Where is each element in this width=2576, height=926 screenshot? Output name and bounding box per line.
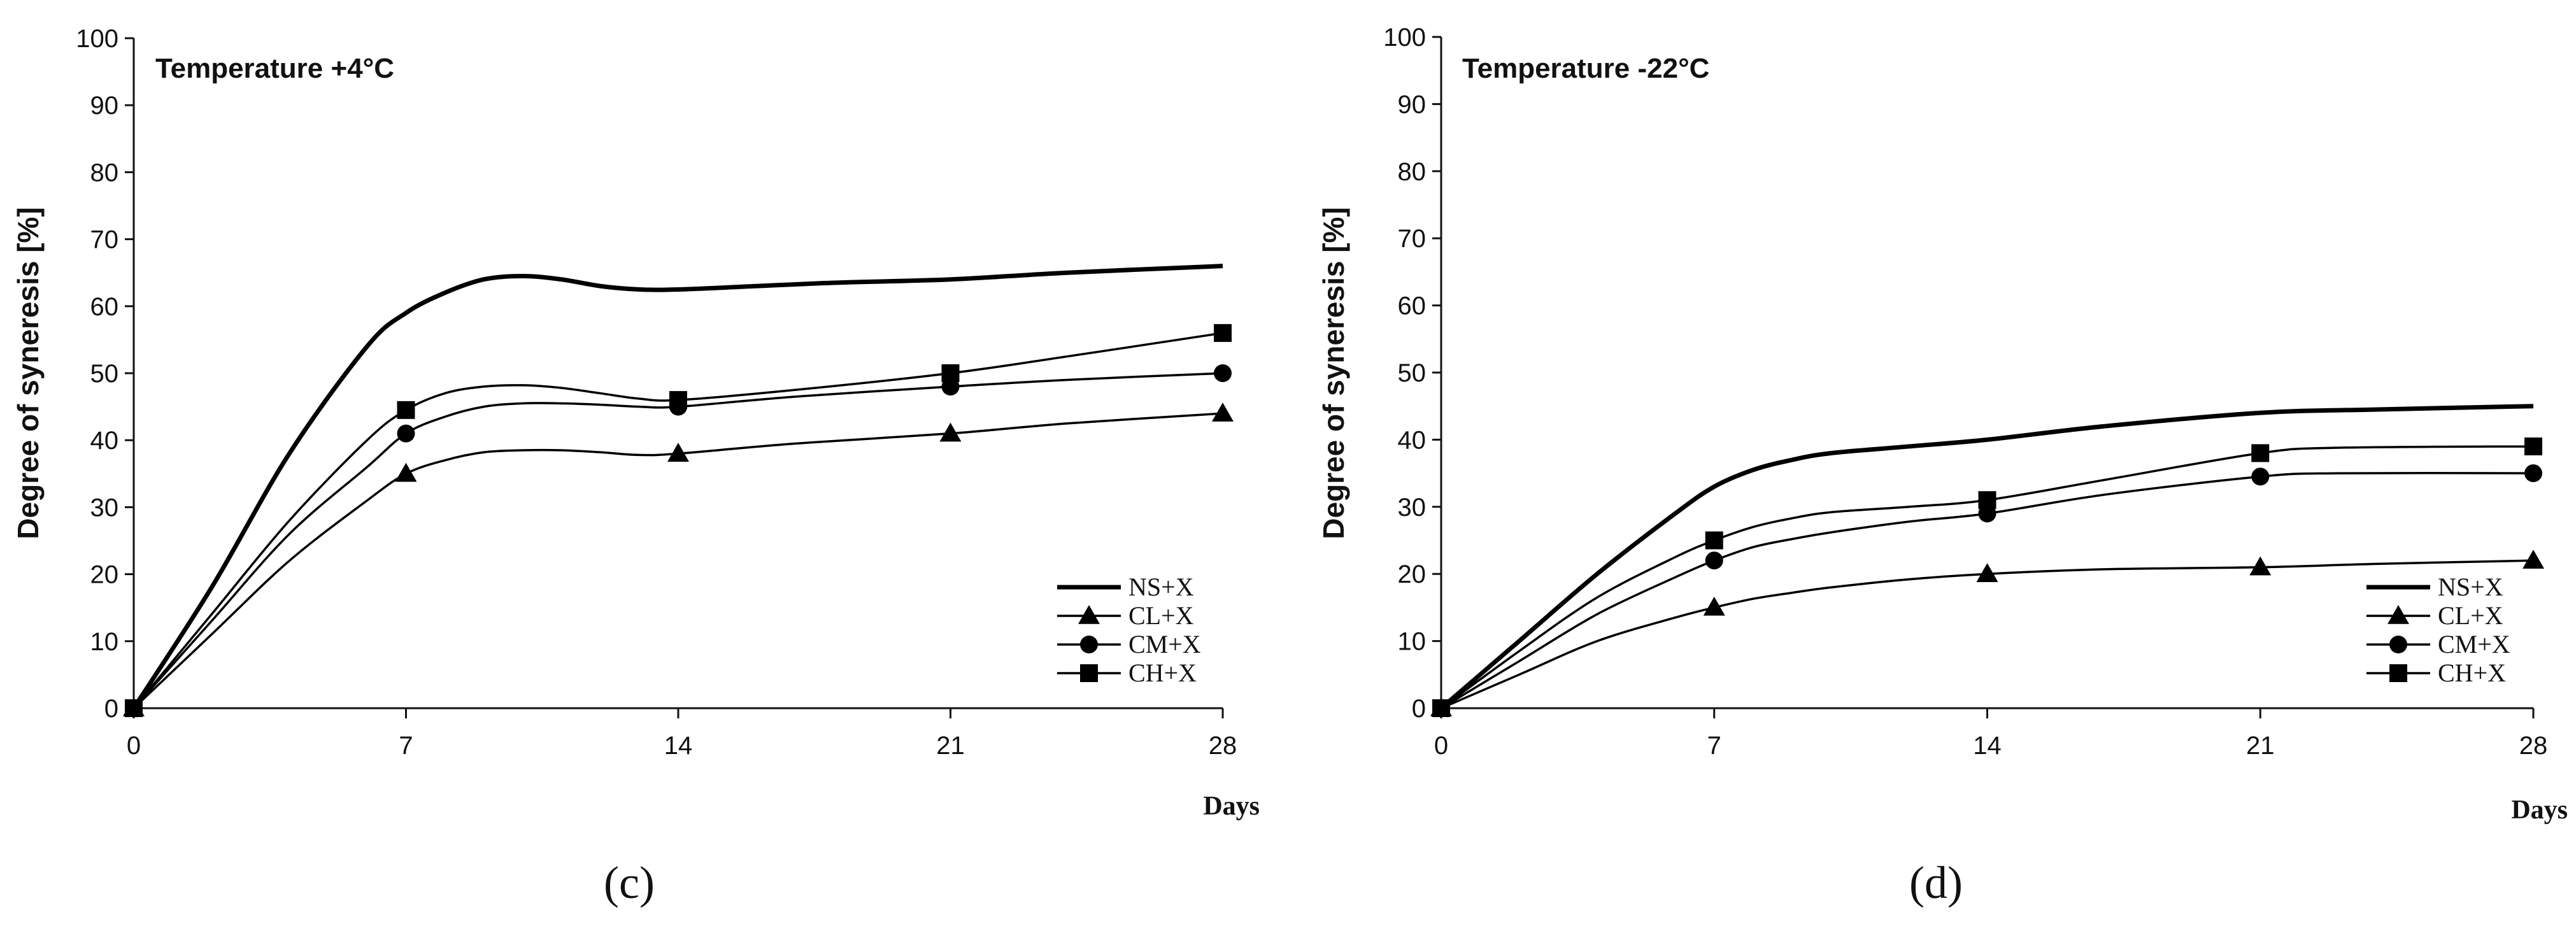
panel-c-series-ch-x-point: [941, 364, 960, 382]
panel-d-legend-marker-ch-x: [2389, 664, 2407, 682]
panel-c-series-cm-x-point: [941, 378, 960, 396]
panel-d-series-ch-x-point: [2524, 437, 2542, 455]
panel-c-legend-label-ns-x: NS+X: [1128, 573, 1194, 601]
panel-d-x-tick-label: 21: [2246, 732, 2275, 760]
panel-d-y-tick-label: 60: [1398, 292, 1427, 320]
panel-c-y-tick-label: 10: [90, 628, 119, 656]
panel-d-x-tick-label: 28: [2519, 732, 2548, 760]
panel-d-y-tick-label: 0: [1412, 695, 1426, 723]
panel-c-series-cm-x-point: [1214, 364, 1232, 382]
panel-c-series-cl-x-point: [939, 422, 962, 442]
panel-d-caption: (d): [1909, 857, 1963, 908]
panel-d-legend-label-cl-x: CL+X: [2438, 601, 2503, 630]
panel-d-y-tick-label: 90: [1398, 90, 1427, 118]
panel-d-y-tick-label: 50: [1398, 359, 1427, 387]
panel-d-legend: NS+XCL+XCM+XCH+X: [2366, 573, 2510, 687]
panel-c-legend-label-cm-x: CM+X: [1128, 630, 1201, 659]
panel-d-series-ch-x-point: [1978, 491, 1996, 509]
panel-d-legend-marker-cl-x: [2387, 605, 2409, 624]
panel-d-legend-marker-cm-x: [2389, 636, 2407, 653]
panel-d-legend-label-ns-x: NS+X: [2438, 573, 2503, 601]
panel-c-x-tick-label: 0: [127, 732, 141, 760]
panel-c-legend-marker-cl-x: [1078, 605, 1100, 624]
panel-d-title: Temperature -22°C: [1462, 53, 1709, 84]
panel-c-series-ch-x-point: [669, 391, 687, 410]
panel-c-legend-marker-cm-x: [1080, 636, 1098, 653]
panel-c-x-axis-title: Days: [1203, 792, 1260, 821]
panel-c-y-tick-label: 20: [90, 561, 119, 589]
panel-c-legend: NS+XCL+XCM+XCH+X: [1057, 573, 1201, 687]
panel-d-series-ns-x-line: [1439, 404, 2534, 710]
panel-d-series-cm-x-point: [1978, 504, 1996, 523]
panel-c-y-tick-label: 100: [76, 25, 118, 53]
panel-d-series-ch-x-point: [2251, 444, 2270, 462]
panel-c-legend-label-cl-x: CL+X: [1128, 601, 1194, 630]
panel-d-legend-label-ch-x: CH+X: [2438, 659, 2506, 687]
panel-d-plot: Temperature -22°C Degree of syneresis [%…: [1317, 24, 2568, 908]
panel-c-title: Temperature +4°C: [155, 53, 394, 84]
panel-d-y-tick-label: 100: [1383, 24, 1426, 52]
panel-d-series-cm-x-point: [1705, 552, 1723, 570]
panel-c-y-tick-label: 90: [90, 92, 119, 120]
panel-d-series-cl-x-point: [2523, 550, 2544, 569]
panel-c-legend-marker-ch-x: [1080, 664, 1098, 682]
panel-d-y-tick-label: 70: [1398, 225, 1427, 253]
panel-d-series-cl-x-point: [1976, 563, 1998, 582]
panel-d-x-tick-label: 0: [1434, 732, 1448, 760]
panel-d-series-cm-x-line: [1441, 471, 2534, 709]
panel-c-x-tick-label: 14: [664, 732, 693, 760]
panel-d-y-tick-label: 80: [1398, 158, 1427, 186]
panel-d-series-cm-x-point: [2524, 464, 2542, 483]
panel-d-y-tick-label: 20: [1398, 560, 1427, 588]
panel-d-y-tick-label: 30: [1398, 494, 1427, 522]
panel-c-series-ch-x-line: [132, 332, 1223, 709]
panel-d-y-axis-title: Degree of syneresis [%]: [1317, 207, 1350, 539]
panel-c-x-tick-label: 28: [1209, 732, 1237, 760]
panel-d-x-axis-title: Days: [2511, 795, 2568, 825]
panel-c-y-tick-label: 80: [90, 159, 119, 187]
panel-d-series-cl-x-point: [1703, 596, 1725, 616]
panel-c-plot: Temperature +4°C Degree of syneresis [%]…: [11, 25, 1260, 908]
panel-c-legend-label-ch-x: CH+X: [1128, 659, 1197, 687]
panel-d-series-ch-x-line: [1440, 445, 2534, 709]
panel-d-series-cl-x-line: [1441, 559, 2534, 709]
panel-c-series-cm-x-point: [397, 424, 415, 443]
panel-d-series-ch-x-point: [1432, 699, 1450, 717]
panel-c-series-ns-x-line: [132, 264, 1223, 709]
panel-c-series-cl-x-point: [395, 462, 417, 482]
panel-c-series-cl-x-point: [667, 443, 689, 462]
panel-c-x-tick-label: 7: [399, 732, 413, 760]
panel-d-x-tick-label: 14: [1973, 732, 2002, 760]
panel-d-x-tick-label: 7: [1707, 732, 1721, 760]
panel-c-y-tick-label: 40: [90, 427, 119, 455]
panel-c-series-ch-x-point: [397, 401, 415, 419]
panel-d-y-tick-label: 10: [1398, 628, 1427, 656]
panel-c-y-tick-label: 30: [90, 494, 119, 522]
panel-d-series-ch-x-point: [1705, 531, 1723, 550]
panel-c-series-ch-x-point: [125, 699, 143, 717]
panel-d-y-tick-label: 40: [1398, 426, 1427, 454]
panel-c-series-cl-x-point: [1212, 402, 1234, 422]
panel-d-series-cl-x-point: [2249, 556, 2272, 576]
panel-c-y-axis-title: Degree of syneresis [%]: [11, 207, 45, 539]
panel-c-y-tick-label: 50: [90, 360, 119, 388]
panel-c-caption: (c): [604, 857, 655, 908]
panel-c-y-tick-label: 70: [90, 226, 119, 254]
panel-c-x-tick-label: 21: [936, 732, 965, 760]
panel-c-y-tick-label: 0: [104, 695, 118, 723]
panel-d-series-cm-x-point: [2251, 467, 2270, 486]
panel-d-legend-label-cm-x: CM+X: [2438, 630, 2510, 659]
panel-c-series-ch-x-point: [1214, 324, 1232, 342]
panel-c-y-tick-label: 60: [90, 293, 119, 321]
